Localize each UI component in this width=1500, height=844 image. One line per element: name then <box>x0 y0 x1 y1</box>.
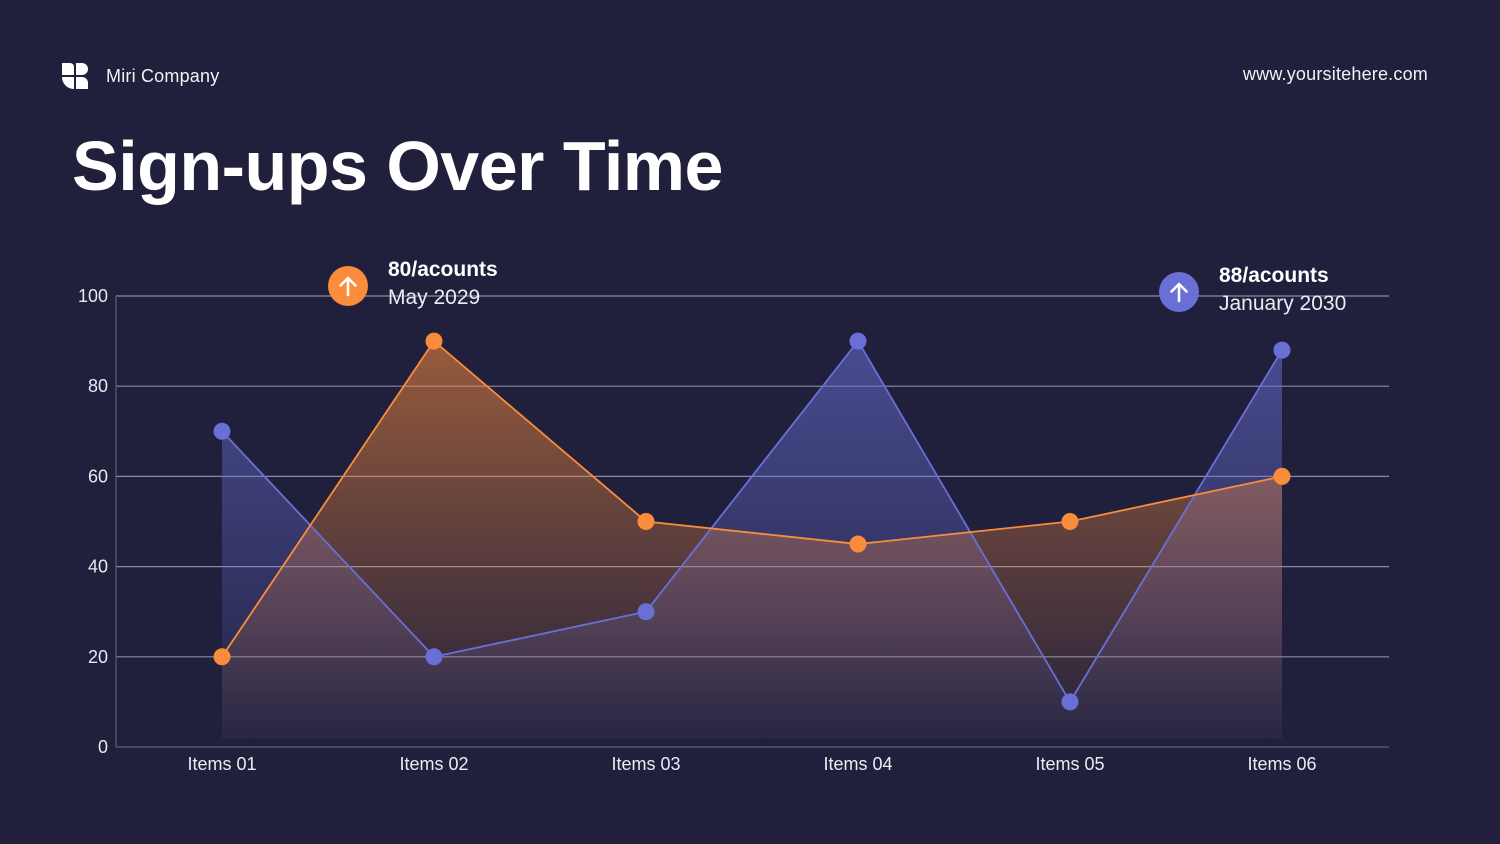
callout-value: 80/acounts <box>388 258 498 281</box>
building-blocks-logo-icon <box>62 63 88 89</box>
lines <box>221 339 1283 704</box>
x-tick-label: Items 06 <box>1247 754 1316 774</box>
page-title: Sign-ups Over Time <box>72 127 723 205</box>
data-point-orange[interactable] <box>425 332 443 350</box>
data-point-orange[interactable] <box>1061 513 1079 530</box>
data-point-blue[interactable] <box>1061 693 1079 711</box>
x-tick-label: Items 04 <box>823 754 892 774</box>
data-point-blue[interactable] <box>637 603 655 621</box>
callout-badge <box>1159 272 1199 312</box>
data-point-orange[interactable] <box>1273 467 1291 485</box>
y-tick-label: 100 <box>78 286 108 306</box>
brand: Miri Company <box>62 63 219 89</box>
data-point-blue[interactable] <box>213 422 231 440</box>
callout-may-2029: 80/acounts May 2029 <box>328 256 498 313</box>
data-point-orange[interactable] <box>637 513 655 530</box>
callout-date: May 2029 <box>388 286 481 310</box>
areas <box>222 341 1282 739</box>
x-tick-label: Items 03 <box>611 754 680 774</box>
series-line-blue <box>221 339 1283 704</box>
arrow-up-icon <box>1170 282 1188 303</box>
series-line-orange <box>221 339 1283 658</box>
arrow-up-icon <box>339 276 357 297</box>
points <box>213 332 1291 711</box>
x-tick-label: Items 05 <box>1035 754 1104 774</box>
area-fill-orange <box>222 341 1282 739</box>
callout-value: 88/acounts <box>1219 264 1329 287</box>
callout-badge <box>328 266 368 306</box>
axis-labels: 0 20 40 60 80 100 Items 01 Items 02 Items 03 Item… <box>78 286 1317 774</box>
x-tick-label: Items 01 <box>187 754 256 774</box>
site-url[interactable]: www.yoursitehere.com <box>1242 64 1428 84</box>
data-point-blue[interactable] <box>425 648 443 666</box>
y-tick-label: 80 <box>88 376 108 396</box>
company-name: Miri Company <box>106 65 220 86</box>
x-tick-label: Items 02 <box>399 754 468 774</box>
data-point-blue[interactable] <box>1273 341 1291 359</box>
y-tick-label: 20 <box>88 647 108 667</box>
data-point-orange[interactable] <box>213 648 231 666</box>
callout-january-2030: 88/acounts January 2030 <box>1159 262 1346 319</box>
data-point-orange[interactable] <box>849 535 867 553</box>
y-tick-label: 0 <box>98 737 108 757</box>
data-point-blue[interactable] <box>849 332 867 350</box>
y-tick-label: 40 <box>88 557 108 577</box>
y-tick-label: 60 <box>88 466 108 486</box>
callout-date: January 2030 <box>1219 292 1347 316</box>
